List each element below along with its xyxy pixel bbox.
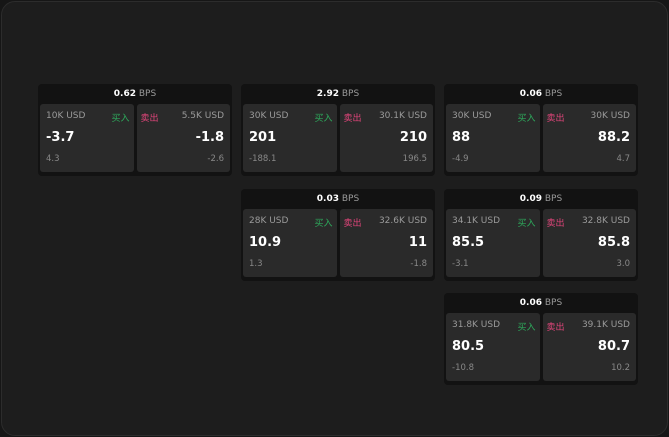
quote-card: 0.06 BPS 30K USD 买入 88 -4.9 卖出 30K USD 8… [444, 84, 638, 176]
sell-panel[interactable]: 卖出 32.6K USD 11 -1.8 [339, 209, 433, 277]
buy-change: -3.1 [452, 259, 469, 269]
sell-label: 卖出 [140, 114, 159, 124]
buy-label: 买入 [517, 323, 536, 333]
sell-price: 80.7 [597, 339, 630, 354]
spread-header: 0.09 BPS [444, 189, 638, 209]
sell-amount: 32.6K USD [378, 216, 427, 226]
sell-amount: 30.1K USD [378, 111, 427, 121]
quote-card: 0.62 BPS 10K USD 买入 -3.7 4.3 卖出 5.5K USD… [38, 84, 232, 176]
sell-price: -1.8 [195, 130, 224, 145]
buy-label: 买入 [314, 219, 333, 229]
sell-amount: 32.8K USD [581, 216, 630, 226]
buy-panel[interactable]: 30K USD 买入 201 -188.1 [243, 104, 337, 172]
buy-change: -10.8 [452, 363, 474, 373]
spread-header: 0.03 BPS [241, 189, 435, 209]
buy-amount: 30K USD [249, 111, 289, 121]
sell-label: 卖出 [343, 219, 362, 229]
buy-price: 88 [452, 130, 471, 145]
buy-change: 1.3 [249, 259, 263, 269]
sell-change: 3.0 [616, 259, 630, 269]
spread-header: 0.62 BPS [38, 84, 232, 104]
sell-price: 88.2 [597, 130, 630, 145]
buy-panel[interactable]: 30K USD 买入 88 -4.9 [446, 104, 540, 172]
spread-value: 0.03 [316, 194, 339, 204]
sell-panel[interactable]: 卖出 30K USD 88.2 4.7 [542, 104, 636, 172]
buy-amount: 34.1K USD [452, 216, 501, 226]
buy-panel[interactable]: 34.1K USD 买入 85.5 -3.1 [446, 209, 540, 277]
spread-unit: BPS [544, 194, 563, 204]
buy-price: 10.9 [249, 235, 282, 250]
quote-card: 0.09 BPS 34.1K USD 买入 85.5 -3.1 卖出 32.8K… [444, 189, 638, 281]
buy-amount: 10K USD [46, 111, 86, 121]
buy-amount: 28K USD [249, 216, 289, 226]
sell-price: 210 [399, 130, 427, 145]
spread-unit: BPS [544, 298, 563, 308]
buy-price: 80.5 [452, 339, 485, 354]
quote-card: 2.92 BPS 30K USD 买入 201 -188.1 卖出 30.1K … [241, 84, 435, 176]
buy-price: 85.5 [452, 235, 485, 250]
sell-amount: 30K USD [590, 111, 630, 121]
sell-panel[interactable]: 卖出 5.5K USD -1.8 -2.6 [136, 104, 230, 172]
spread-unit: BPS [341, 194, 360, 204]
buy-panel[interactable]: 28K USD 买入 10.9 1.3 [243, 209, 337, 277]
sell-panel[interactable]: 卖出 30.1K USD 210 196.5 [339, 104, 433, 172]
spread-unit: BPS [138, 89, 157, 99]
spread-value: 0.06 [519, 89, 542, 99]
sell-change: -1.8 [410, 259, 427, 269]
quote-card: 0.03 BPS 28K USD 买入 10.9 1.3 卖出 32.6K US… [241, 189, 435, 281]
sell-label: 卖出 [546, 219, 565, 229]
buy-panel[interactable]: 10K USD 买入 -3.7 4.3 [40, 104, 134, 172]
sell-panel[interactable]: 卖出 39.1K USD 80.7 10.2 [542, 313, 636, 381]
sell-price: 11 [408, 235, 427, 250]
spread-value: 0.62 [113, 89, 136, 99]
spread-value: 2.92 [316, 89, 339, 99]
sell-label: 卖出 [546, 114, 565, 124]
buy-amount: 31.8K USD [452, 320, 501, 330]
sell-amount: 5.5K USD [181, 111, 224, 121]
buy-price: -3.7 [46, 130, 75, 145]
buy-change: -188.1 [249, 154, 277, 164]
spread-header: 2.92 BPS [241, 84, 435, 104]
buy-amount: 30K USD [452, 111, 492, 121]
sell-amount: 39.1K USD [581, 320, 630, 330]
spread-header: 0.06 BPS [444, 84, 638, 104]
sell-label: 卖出 [546, 323, 565, 333]
sell-change: 196.5 [402, 154, 427, 164]
buy-panel[interactable]: 31.8K USD 买入 80.5 -10.8 [446, 313, 540, 381]
spread-unit: BPS [544, 89, 563, 99]
buy-change: 4.3 [46, 154, 60, 164]
buy-label: 买入 [517, 219, 536, 229]
buy-change: -4.9 [452, 154, 469, 164]
sell-change: -2.6 [207, 154, 224, 164]
buy-price: 201 [249, 130, 277, 145]
sell-panel[interactable]: 卖出 32.8K USD 85.8 3.0 [542, 209, 636, 277]
sell-price: 85.8 [597, 235, 630, 250]
sell-change: 10.2 [611, 363, 630, 373]
spread-value: 0.06 [519, 298, 542, 308]
spread-header: 0.06 BPS [444, 293, 638, 313]
spread-value: 0.09 [519, 194, 542, 204]
quote-card: 0.06 BPS 31.8K USD 买入 80.5 -10.8 卖出 39.1… [444, 293, 638, 385]
sell-change: 4.7 [616, 154, 630, 164]
buy-label: 买入 [111, 114, 130, 124]
spread-unit: BPS [341, 89, 360, 99]
buy-label: 买入 [314, 114, 333, 124]
sell-label: 卖出 [343, 114, 362, 124]
buy-label: 买入 [517, 114, 536, 124]
